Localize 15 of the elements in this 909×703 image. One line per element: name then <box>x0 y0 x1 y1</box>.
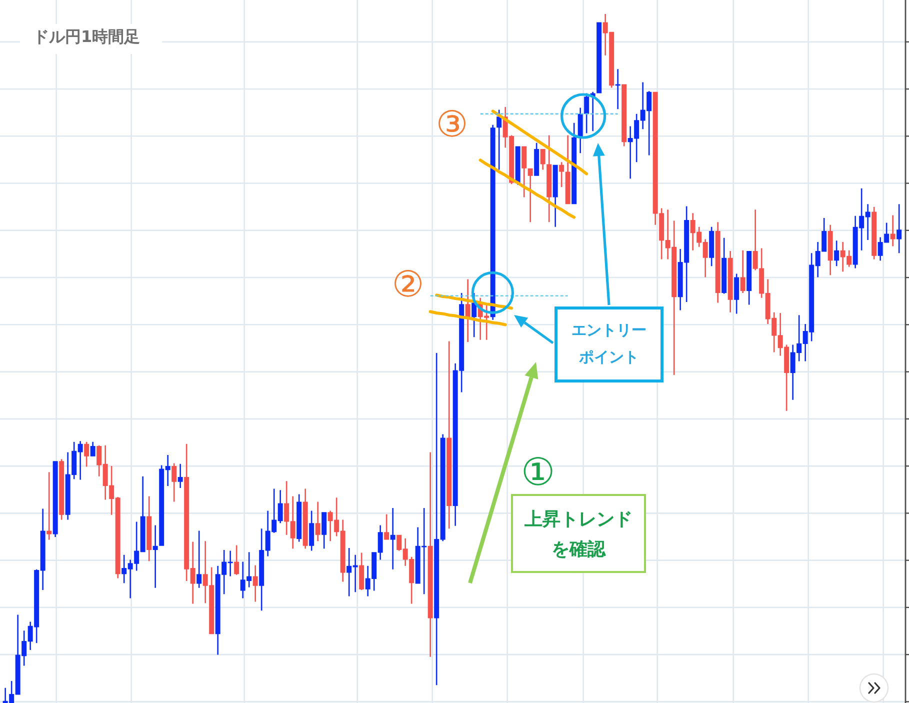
candlestick <box>178 464 183 488</box>
annotation: エントリーポイント <box>572 321 646 366</box>
text: ドル円1時間足 <box>33 27 140 46</box>
candlestick <box>890 215 896 246</box>
candlestick <box>315 502 320 542</box>
candlestick <box>528 168 533 222</box>
candlestick <box>252 565 258 602</box>
candlestick <box>615 69 620 110</box>
candlestick <box>740 250 746 294</box>
annotation: ② <box>392 264 424 306</box>
annotation: ① <box>520 450 556 494</box>
annotation: ③ <box>436 104 468 146</box>
candlestick <box>390 508 396 570</box>
annotation: 上昇トレンドを確認 <box>524 509 632 560</box>
candlestick <box>152 525 158 588</box>
